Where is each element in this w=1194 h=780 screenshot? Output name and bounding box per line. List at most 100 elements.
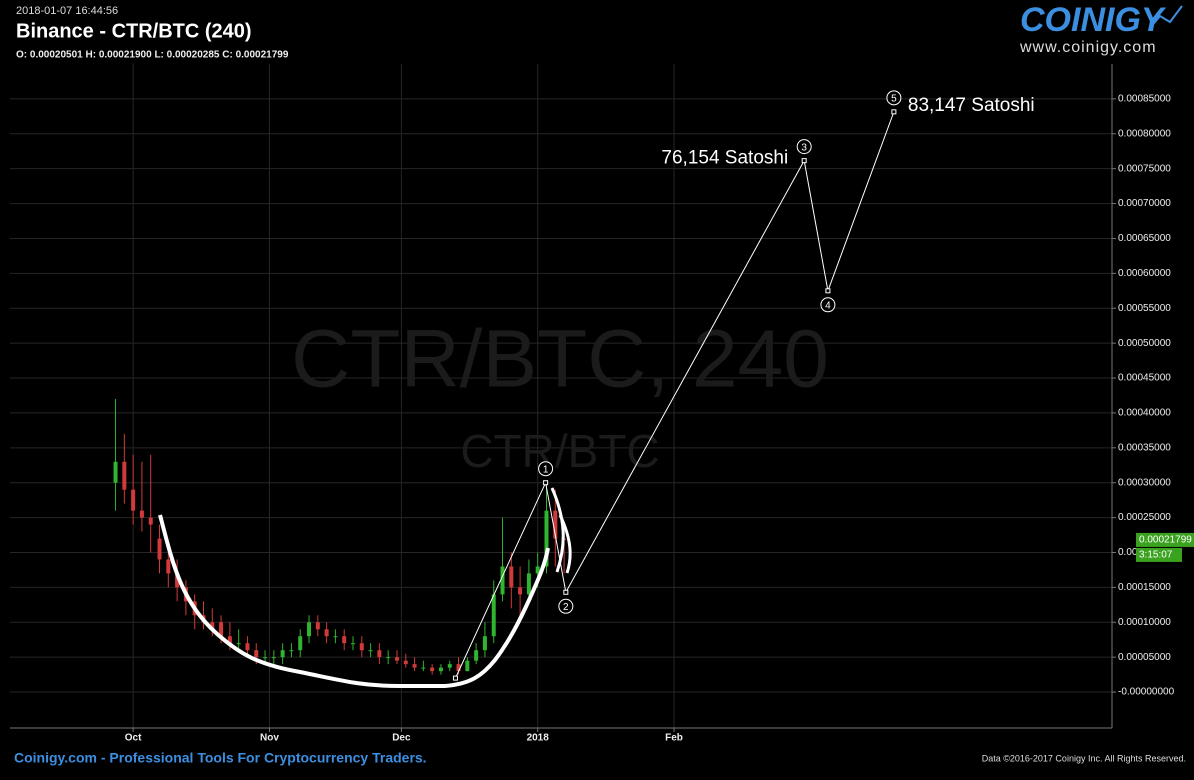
timestamp: 2018-01-07 16:44:56 xyxy=(16,5,118,17)
candle-body xyxy=(245,643,250,651)
candle-body xyxy=(175,573,180,588)
y-tick-label: 0.00035000 xyxy=(1118,442,1171,453)
footer-left: Coinigy.com - Professional Tools For Cry… xyxy=(14,750,427,766)
candle-body xyxy=(482,636,487,651)
y-tick-label: 0.00050000 xyxy=(1118,338,1171,349)
candle-body xyxy=(131,489,136,511)
wave-label-circle xyxy=(558,598,574,614)
logo-icon xyxy=(1149,5,1183,29)
y-tick-label: 0.00080000 xyxy=(1118,128,1171,139)
candle-body xyxy=(500,566,505,595)
candle-body xyxy=(359,643,364,651)
y-tick-label: 0.00025000 xyxy=(1118,512,1171,523)
candle-body xyxy=(447,664,452,668)
wave-point xyxy=(452,675,458,681)
candle-body xyxy=(271,657,276,659)
candle-body xyxy=(236,643,241,645)
candle-body xyxy=(254,650,259,658)
candle-body xyxy=(526,573,531,595)
wave-line xyxy=(455,111,895,679)
countdown-label: 3:15:07 xyxy=(1139,550,1173,561)
y-tick-label: 0.00005000 xyxy=(1118,652,1171,663)
x-tick-label: 2018 xyxy=(527,733,550,744)
y-tick-label: 0.00045000 xyxy=(1118,373,1171,384)
logo: COINIGY xyxy=(1020,1,1167,39)
wave-label: 1 xyxy=(543,464,549,475)
y-tick-label: 0.00040000 xyxy=(1118,408,1171,419)
candle-body xyxy=(518,587,523,595)
candle-body xyxy=(553,510,558,539)
wave-label: 2 xyxy=(563,602,569,613)
ohlc: O: 0.00020501 H: 0.00021900 L: 0.0002028… xyxy=(16,50,289,61)
candle-body xyxy=(210,622,215,630)
target-label: 76,154 Satoshi xyxy=(661,148,788,169)
candle-body xyxy=(430,667,435,672)
wave-label: 3 xyxy=(801,142,807,153)
candle-body xyxy=(342,636,347,644)
wave-label-circle xyxy=(886,90,902,106)
watermark: CTR/BTC, 240 xyxy=(291,314,829,405)
wave-label-circle xyxy=(796,139,812,155)
candle-body xyxy=(166,559,171,574)
y-tick-label: 0.00010000 xyxy=(1118,617,1171,628)
target-label: 83,147 Satoshi xyxy=(908,95,1035,116)
candle-body xyxy=(113,461,118,483)
y-tick-label: 0.00030000 xyxy=(1118,477,1171,488)
logo-url: www.coinigy.com xyxy=(1019,39,1157,56)
candle-body xyxy=(465,660,470,672)
y-tick-label: 0.00015000 xyxy=(1118,582,1171,593)
candle-body xyxy=(307,622,312,637)
countdown-box xyxy=(1136,547,1182,562)
candle-body xyxy=(386,657,391,659)
candle-body xyxy=(351,643,356,645)
last-price-box xyxy=(1136,532,1194,547)
candle-body xyxy=(122,461,127,490)
chart-title: Binance - CTR/BTC (240) xyxy=(16,20,252,42)
candle-body xyxy=(377,650,382,658)
candle-body xyxy=(535,566,540,574)
candle-body xyxy=(333,636,338,638)
candle-body xyxy=(491,594,496,637)
candle-body xyxy=(289,650,294,652)
handle-drawing xyxy=(550,487,572,574)
candle-body xyxy=(280,650,285,658)
candle-body xyxy=(412,664,417,668)
wave-label-circle xyxy=(820,297,836,313)
wave-point xyxy=(801,158,807,164)
candle-body xyxy=(394,657,399,661)
wave-point xyxy=(825,288,831,294)
candle-body xyxy=(403,660,408,665)
candle-body xyxy=(456,664,461,672)
candle-body xyxy=(509,566,514,588)
y-tick-label: 0.00075000 xyxy=(1118,163,1171,174)
wave-label: 5 xyxy=(891,93,897,104)
candle-body xyxy=(298,636,303,651)
x-tick-label: Nov xyxy=(260,733,279,744)
candle-body xyxy=(148,517,153,525)
y-tick-label: 0.00085000 xyxy=(1118,94,1171,105)
footer-right: Data ©2016-2017 Coinigy Inc. All Rights … xyxy=(982,753,1186,763)
candle-body xyxy=(324,629,329,637)
wave-label-circle xyxy=(538,461,554,477)
y-tick-label: 0.00060000 xyxy=(1118,268,1171,279)
wave-label: 4 xyxy=(825,300,831,311)
wave-point xyxy=(543,480,549,486)
candle-body xyxy=(263,657,268,659)
candle-body xyxy=(227,636,232,644)
candle-body xyxy=(474,650,479,661)
x-tick-label: Dec xyxy=(392,733,411,744)
candle-body xyxy=(139,510,144,518)
candle-body xyxy=(219,622,224,637)
candle-body xyxy=(368,650,373,652)
candle-body xyxy=(544,510,549,567)
candle-body xyxy=(157,538,162,560)
candle-body xyxy=(438,667,443,672)
y-tick-label: 0.00055000 xyxy=(1118,303,1171,314)
candle-body xyxy=(315,622,320,630)
cup-drawing xyxy=(158,514,550,688)
y-tick-label: -0.00000000 xyxy=(1118,687,1175,698)
x-tick-label: Feb xyxy=(665,733,683,744)
wave-point xyxy=(563,589,569,595)
